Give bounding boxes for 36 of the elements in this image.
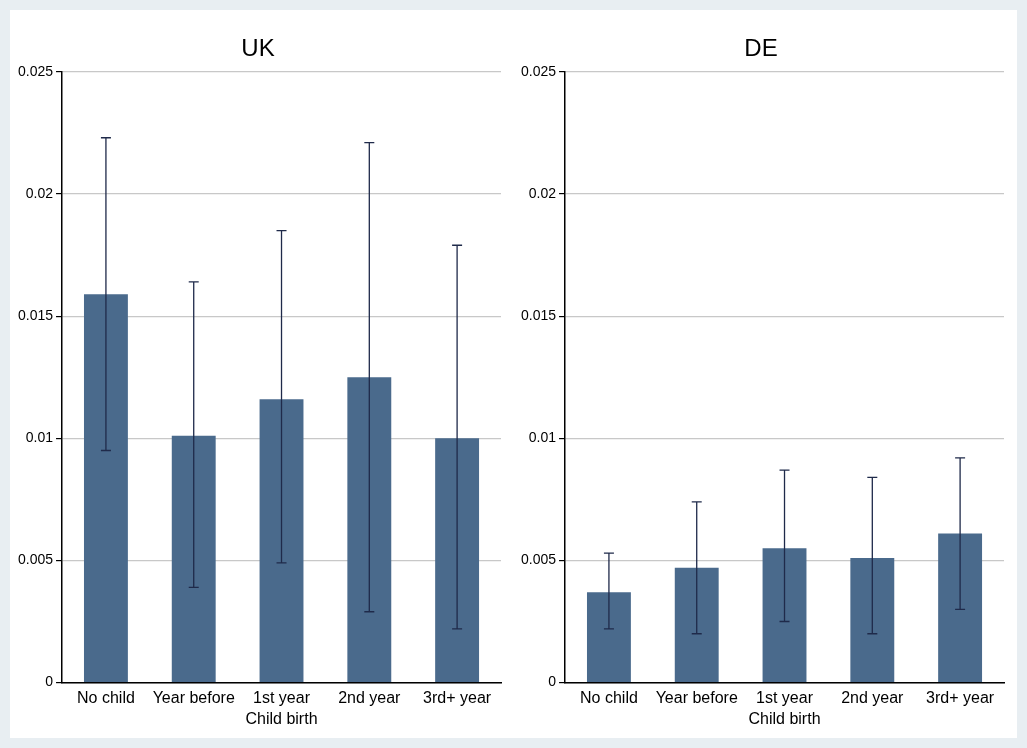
bar bbox=[762, 548, 807, 682]
x-tick-label: Year before bbox=[152, 688, 235, 706]
bar bbox=[347, 377, 392, 682]
x-tick-label: 1st year bbox=[756, 688, 814, 706]
y-tick-label: 0.005 bbox=[520, 551, 557, 568]
x-tick-label: No child bbox=[77, 688, 135, 706]
x-tick-label: 1st year bbox=[253, 688, 311, 706]
bar bbox=[171, 435, 216, 682]
y-tick-label: 0.025 bbox=[17, 62, 54, 79]
y-tick-label: 0.02 bbox=[528, 184, 557, 201]
x-tick-label: No child bbox=[580, 688, 638, 706]
bar bbox=[674, 567, 719, 682]
x-axis-title: Child birth bbox=[245, 709, 318, 727]
y-tick-label: 0.015 bbox=[17, 306, 54, 323]
chart-title: UK bbox=[241, 34, 275, 62]
chart-title: DE bbox=[744, 34, 778, 62]
y-tick-label: 0.015 bbox=[520, 306, 557, 323]
x-tick-label: 3rd+ year bbox=[423, 688, 492, 706]
y-tick-label: 0 bbox=[45, 673, 54, 690]
bar bbox=[259, 399, 304, 682]
x-tick-label: 2nd year bbox=[338, 688, 402, 706]
x-axis-title: Child birth bbox=[748, 709, 821, 727]
x-tick-label: 2nd year bbox=[841, 688, 905, 706]
y-tick-label: 0.02 bbox=[25, 184, 54, 201]
y-tick-label: 0.025 bbox=[520, 62, 557, 79]
bar bbox=[586, 592, 631, 682]
y-tick-label: 0.01 bbox=[25, 429, 54, 446]
y-tick-label: 0.01 bbox=[528, 429, 557, 446]
y-tick-label: 0.005 bbox=[17, 551, 54, 568]
bar bbox=[435, 438, 480, 682]
x-tick-label: Year before bbox=[655, 688, 738, 706]
bar bbox=[83, 294, 128, 682]
x-tick-label: 3rd+ year bbox=[926, 688, 995, 706]
bar bbox=[850, 558, 895, 682]
bar bbox=[938, 533, 983, 682]
y-tick-label: 0 bbox=[548, 673, 557, 690]
